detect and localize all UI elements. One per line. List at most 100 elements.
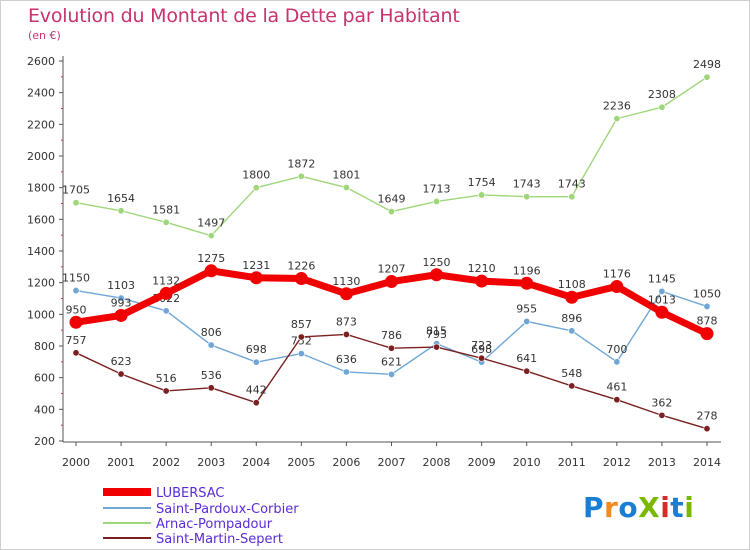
- x-tick-label: 2009: [468, 456, 496, 469]
- data-point: [207, 384, 215, 392]
- logo-letter: P: [583, 491, 605, 524]
- x-tick-label: 2006: [332, 456, 360, 469]
- y-tick-label: 1400: [27, 245, 55, 258]
- data-label: 806: [201, 326, 222, 339]
- data-point: [69, 315, 83, 329]
- data-label: 1226: [287, 260, 315, 273]
- data-point: [523, 193, 531, 201]
- data-point: [613, 396, 621, 404]
- x-tick-label: 2013: [648, 456, 676, 469]
- x-tick-label: 2011: [558, 456, 586, 469]
- data-label: 536: [201, 369, 222, 382]
- data-label: 1743: [513, 178, 541, 191]
- data-label: 1210: [468, 262, 496, 275]
- data-point: [703, 302, 711, 310]
- data-label: 815: [426, 325, 447, 338]
- x-tick-label: 2007: [377, 456, 405, 469]
- data-point: [162, 218, 170, 226]
- data-point: [613, 115, 621, 123]
- data-point: [342, 368, 350, 376]
- legend-label: Saint-Pardoux-Corbier: [156, 502, 299, 517]
- data-label: 700: [606, 343, 627, 356]
- x-tick-label: 2004: [242, 456, 270, 469]
- data-label: 950: [66, 303, 87, 316]
- data-point: [700, 327, 714, 341]
- data-label: 1108: [558, 278, 586, 291]
- y-tick-label: 400: [34, 403, 55, 416]
- y-tick-label: 1600: [27, 213, 55, 226]
- data-point: [387, 208, 395, 216]
- y-tick-label: 2600: [27, 55, 55, 68]
- legend-label: LUBERSAC: [156, 486, 225, 501]
- x-tick-label: 2003: [197, 456, 225, 469]
- data-point: [568, 382, 576, 390]
- data-label: 878: [696, 315, 717, 328]
- data-point: [523, 317, 531, 325]
- proxiti-logo: ProXiti: [583, 491, 694, 524]
- data-label: 698: [246, 343, 267, 356]
- logo-letter: X: [638, 491, 661, 524]
- data-label: 698: [471, 343, 492, 356]
- data-label: 723: [471, 339, 492, 352]
- data-label: 1103: [107, 279, 135, 292]
- data-label: 757: [66, 334, 87, 347]
- x-tick-label: 2008: [423, 456, 451, 469]
- data-point: [658, 103, 666, 111]
- x-tick-label: 2005: [287, 456, 315, 469]
- data-label: 1705: [62, 184, 90, 197]
- y-tick-label: 2200: [27, 118, 55, 131]
- data-label: 793: [426, 328, 447, 341]
- data-point: [72, 349, 80, 357]
- data-point: [252, 399, 260, 407]
- data-point: [478, 354, 486, 362]
- logo-letter: i: [684, 491, 695, 524]
- unit-label: (en €): [28, 29, 61, 42]
- data-point: [249, 271, 263, 285]
- logo-letter: r: [604, 491, 619, 524]
- data-point: [613, 358, 621, 366]
- data-point: [520, 276, 534, 290]
- data-label: 461: [606, 381, 627, 394]
- data-point: [387, 344, 395, 352]
- data-point: [297, 333, 305, 341]
- data-point: [433, 343, 441, 351]
- data-point: [568, 193, 576, 201]
- data-point: [433, 197, 441, 205]
- data-point: [523, 367, 531, 375]
- data-point: [610, 279, 624, 293]
- data-label: 623: [111, 355, 132, 368]
- data-label: 1130: [332, 275, 360, 288]
- chart-title: Evolution du Montant de la Dette par Hab…: [28, 5, 460, 27]
- data-label: 362: [651, 396, 672, 409]
- data-label: 1176: [603, 267, 631, 280]
- data-point: [294, 272, 308, 286]
- logo-letter: t: [670, 491, 685, 524]
- x-tick-label: 2001: [107, 456, 135, 469]
- data-label: 786: [381, 329, 402, 342]
- data-point: [117, 207, 125, 215]
- data-label: 2308: [648, 88, 676, 101]
- data-label: 896: [561, 312, 582, 325]
- data-label: 857: [291, 318, 312, 331]
- data-label: 621: [381, 355, 402, 368]
- data-label: 1801: [332, 169, 360, 182]
- data-point: [387, 370, 395, 378]
- data-point: [655, 305, 669, 319]
- data-label: 993: [111, 296, 132, 309]
- logo-letter: i: [660, 491, 671, 524]
- data-point: [252, 184, 260, 192]
- data-point: [162, 387, 170, 395]
- x-tick-label: 2014: [693, 456, 721, 469]
- data-point: [658, 287, 666, 295]
- data-point: [342, 330, 350, 338]
- data-label: 1497: [197, 217, 225, 230]
- y-tick-label: 200: [34, 435, 55, 448]
- y-tick-label: 600: [34, 372, 55, 385]
- data-point: [342, 184, 350, 192]
- data-point: [297, 350, 305, 358]
- data-label: 2498: [693, 58, 721, 71]
- data-point: [114, 308, 128, 322]
- data-label: 1231: [242, 259, 270, 272]
